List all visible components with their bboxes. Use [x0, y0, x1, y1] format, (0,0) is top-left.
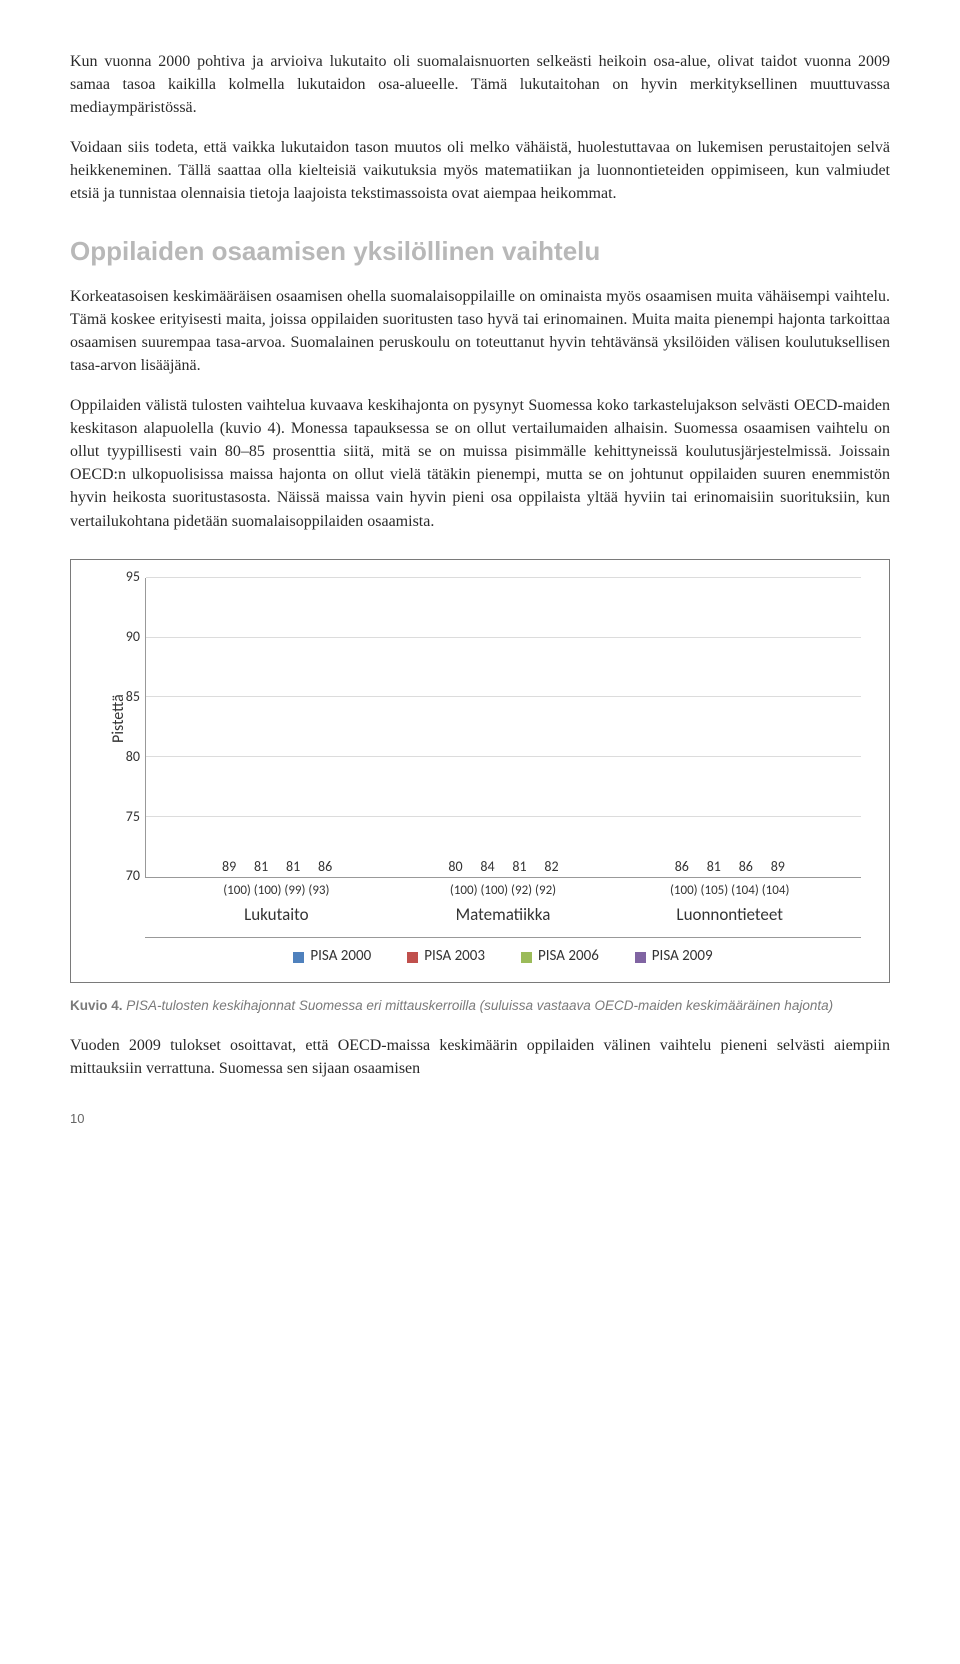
bar-value-label: 89: [771, 857, 785, 877]
grid-line: [146, 637, 861, 638]
y-axis-ticks: 707580859095: [116, 578, 144, 877]
y-tick-label: 75: [126, 807, 140, 827]
bar-value-label: 82: [544, 857, 558, 877]
x-category-label: Matematiikka: [390, 903, 617, 928]
legend-label: PISA 2009: [652, 946, 713, 968]
bar-value-label: 81: [512, 857, 526, 877]
x-paren-cell: (100) (100) (92) (92): [390, 882, 617, 901]
section-heading: Oppilaiden osaamisen yksilöllinen vaihte…: [70, 233, 890, 271]
legend-swatch: [293, 952, 304, 963]
bar-value-label: 81: [286, 857, 300, 877]
paragraph-5: Vuoden 2009 tulokset osoittavat, että OE…: [70, 1034, 890, 1080]
paragraph-4: Oppilaiden välistä tulosten vaihtelua ku…: [70, 394, 890, 533]
x-paren-cell: (100) (105) (104) (104): [616, 882, 843, 901]
legend-swatch: [635, 952, 646, 963]
figure-caption-text: PISA-tulosten keskihajonnat Suomessa eri…: [123, 998, 834, 1013]
chart-bars: 89 81 81 86 80 84 81 82 86 81 86 89: [146, 578, 861, 877]
bar-value-label: 80: [448, 857, 462, 877]
x-paren-cell: (100) (100) (99) (93): [163, 882, 390, 901]
y-tick-label: 80: [126, 747, 140, 767]
bar-value-label: 84: [480, 857, 494, 877]
chart-plot-area: Pistettä 707580859095 898181868084818286…: [145, 578, 861, 878]
bar-value-label: 89: [222, 857, 236, 877]
paragraph-2: Voidaan siis todeta, että vaikka lukutai…: [70, 136, 890, 206]
y-tick-label: 95: [126, 568, 140, 588]
legend-swatch: [521, 952, 532, 963]
bar-value-label: 86: [318, 857, 332, 877]
grid-line: [146, 816, 861, 817]
paragraph-3: Korkeatasoisen keskimääräisen osaamisen …: [70, 285, 890, 378]
figure-caption: Kuvio 4. PISA-tulosten keskihajonnat Suo…: [70, 997, 890, 1016]
grid-line: [146, 756, 861, 757]
legend-item: PISA 2000: [293, 946, 371, 968]
legend-item: PISA 2006: [521, 946, 599, 968]
legend-swatch: [407, 952, 418, 963]
y-tick-label: 85: [126, 687, 140, 707]
grid-line: [146, 696, 861, 697]
legend-item: PISA 2003: [407, 946, 485, 968]
legend-label: PISA 2006: [538, 946, 599, 968]
x-axis-categories: LukutaitoMatematiikkaLuonnontieteet: [145, 901, 861, 938]
figure-caption-label: Kuvio 4.: [70, 998, 123, 1013]
grid-line: [146, 577, 861, 578]
page-number: 10: [70, 1110, 890, 1129]
x-category-label: Luonnontieteet: [616, 903, 843, 928]
chart-legend: PISA 2000 PISA 2003 PISA 2006 PISA 2009: [145, 937, 861, 968]
x-category-label: Lukutaito: [163, 903, 390, 928]
bar-value-label: 86: [739, 857, 753, 877]
bar-value-label: 81: [707, 857, 721, 877]
y-tick-label: 90: [126, 627, 140, 647]
legend-label: PISA 2000: [310, 946, 371, 968]
legend-label: PISA 2003: [424, 946, 485, 968]
x-axis-paren-labels: (100) (100) (99) (93)(100) (100) (92) (9…: [145, 878, 861, 901]
bar-value-label: 81: [254, 857, 268, 877]
y-tick-label: 70: [126, 867, 140, 887]
paragraph-1: Kun vuonna 2000 pohtiva ja arvioiva luku…: [70, 50, 890, 120]
chart-figure: Pistettä 707580859095 898181868084818286…: [70, 559, 890, 983]
bar-value-label: 86: [675, 857, 689, 877]
legend-item: PISA 2009: [635, 946, 713, 968]
